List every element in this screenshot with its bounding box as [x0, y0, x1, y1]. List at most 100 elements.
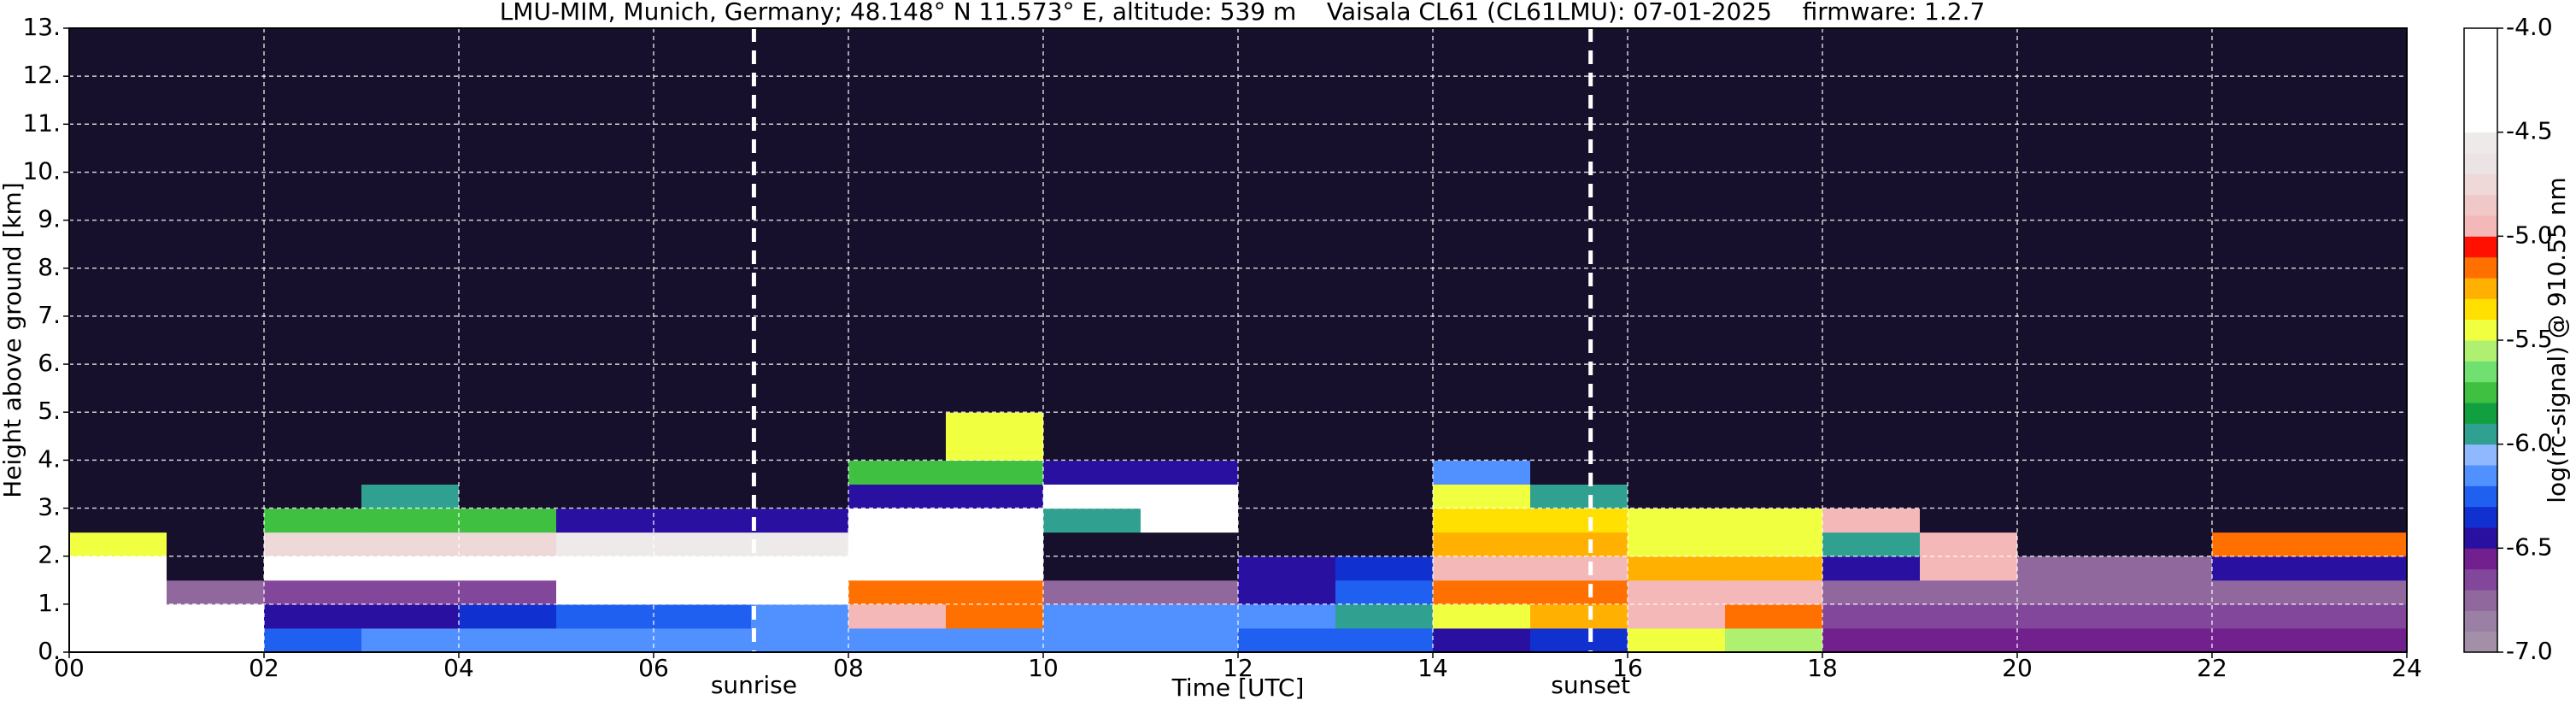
colorbar-segment	[2464, 174, 2497, 196]
heatmap-cell	[69, 460, 167, 485]
heatmap-cell	[69, 603, 167, 629]
heatmap-cell	[459, 460, 557, 485]
heatmap-cell	[556, 484, 654, 509]
x-tick-label: 10	[1028, 654, 1059, 682]
heatmap-cell	[167, 460, 265, 485]
heatmap-cell	[751, 627, 849, 653]
heatmap-cell	[264, 532, 362, 557]
heatmap-cell	[848, 532, 947, 557]
heatmap-cell	[1433, 484, 1531, 509]
heatmap-cell	[459, 508, 557, 533]
heatmap-cell	[1822, 508, 1921, 533]
heatmap-cell	[361, 460, 460, 485]
event-label: sunset	[1551, 671, 1630, 699]
heatmap-cell	[264, 460, 362, 485]
heatmap-cell	[2212, 603, 2310, 629]
heatmap-cell	[1238, 532, 1336, 557]
heatmap-cell	[1822, 603, 1921, 629]
heatmap-cell	[1335, 556, 1434, 581]
colorbar-segment	[2464, 485, 2497, 508]
colorbar-tick-label: -4.0	[2506, 13, 2553, 41]
colorbar-segment	[2464, 132, 2497, 154]
heatmap-cell	[946, 412, 1044, 461]
y-tick-label: 12.	[22, 61, 61, 89]
heatmap-cell	[2309, 580, 2408, 605]
colorbar-segment	[2464, 506, 2497, 528]
heatmap-cell	[1822, 532, 1921, 557]
heatmap-cell	[1433, 627, 1531, 653]
heatmap-cell	[751, 484, 849, 509]
heatmap-cell	[1530, 627, 1628, 653]
heatmap-cell	[1141, 556, 1239, 581]
heatmap-cell	[2115, 556, 2213, 581]
x-tick-label: 18	[1807, 654, 1838, 682]
heatmap-cell	[848, 484, 947, 509]
heatmap-cell	[1628, 412, 1726, 461]
heatmap-cell	[654, 532, 752, 557]
colorbar-segment	[2464, 69, 2497, 91]
heatmap-cell	[848, 508, 947, 533]
x-axis-label: Time [UTC]	[1171, 674, 1305, 702]
heatmap-cell	[2017, 484, 2115, 509]
x-tick-label: 14	[1417, 654, 1448, 682]
heatmap-cell	[1628, 508, 1726, 533]
heatmap-cell	[264, 412, 362, 461]
heatmap-cell	[1141, 484, 1239, 509]
heatmap-cell	[1530, 556, 1628, 581]
heatmap-cell	[556, 556, 654, 581]
heatmap-cell	[167, 556, 265, 581]
heatmap-cell	[1920, 556, 2018, 581]
heatmap-cell	[1238, 556, 1336, 581]
heatmap-cell	[69, 627, 167, 653]
heatmap-cell	[654, 603, 752, 629]
heatmap-cell	[2212, 556, 2310, 581]
heatmap-cell	[361, 532, 460, 557]
y-tick-label: 8.	[38, 253, 61, 281]
heatmap-cell	[1725, 580, 1823, 605]
colorbar-segment	[2464, 527, 2497, 549]
heatmap-cell	[1335, 460, 1434, 485]
x-tick-label: 06	[638, 654, 669, 682]
x-tick-label: 00	[54, 654, 85, 682]
heatmap-cell	[556, 412, 654, 461]
heatmap-cell	[2309, 532, 2408, 557]
colorbar-segment	[2464, 236, 2497, 258]
heatmap-cell	[167, 532, 265, 557]
colorbar-segment	[2464, 194, 2497, 216]
heatmap-cell	[946, 627, 1044, 653]
heatmap-cell	[361, 603, 460, 629]
x-tick-label: 20	[2002, 654, 2033, 682]
heatmap-cell	[1920, 532, 2018, 557]
heatmap-cell	[2212, 460, 2310, 485]
heatmap-cell	[946, 508, 1044, 533]
y-tick-label: 9.	[38, 205, 61, 233]
heatmap-cell	[361, 627, 460, 653]
heatmap-cell	[1628, 556, 1726, 581]
heatmap-cell	[751, 580, 849, 605]
heatmap-cell	[2017, 412, 2115, 461]
colorbar-segment	[2464, 631, 2497, 653]
colorbar-segment	[2464, 610, 2497, 632]
colorbar-tick-label: -6.0	[2506, 429, 2553, 457]
heatmap-cell	[1822, 484, 1921, 509]
colorbar-segment	[2464, 111, 2497, 133]
heatmap-cell	[2115, 580, 2213, 605]
heatmap-cell	[2309, 627, 2408, 653]
heatmap-cell	[848, 460, 947, 485]
colorbar-tick-label: -6.5	[2506, 532, 2553, 561]
heatmap-cell	[459, 556, 557, 581]
heatmap-cell	[361, 412, 460, 461]
heatmap-cell	[1920, 627, 2018, 653]
chart-title: LMU-MIM, Munich, Germany; 48.148° N 11.5…	[500, 0, 1986, 26]
heatmap-cell	[1530, 484, 1628, 509]
colorbar-segment	[2464, 91, 2497, 112]
heatmap-cell	[2212, 508, 2310, 533]
y-tick-label: 0.	[38, 637, 61, 665]
heatmap-cell	[751, 508, 849, 533]
y-tick-label: 6.	[38, 349, 61, 377]
heatmap-cell	[1433, 412, 1531, 461]
y-tick-label: 10.	[22, 156, 61, 185]
heatmap-cell	[1920, 412, 2018, 461]
heatmap-cell	[751, 532, 849, 557]
colorbar-segment	[2464, 319, 2497, 341]
